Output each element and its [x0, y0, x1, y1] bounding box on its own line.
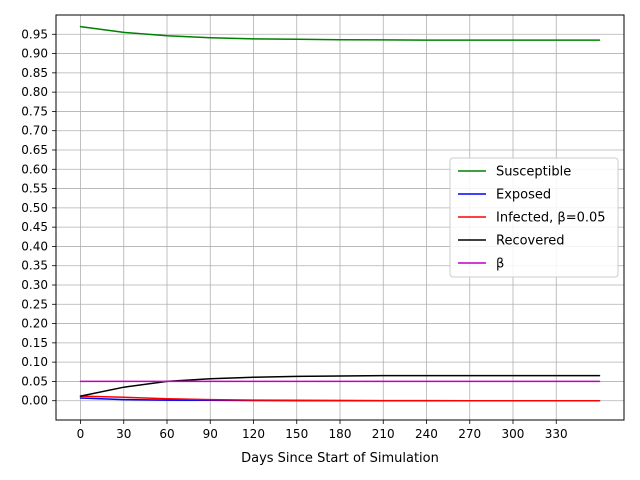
- x-tick-label: 30: [116, 427, 131, 441]
- x-tick-label: 240: [415, 427, 438, 441]
- x-tick-label: 330: [545, 427, 568, 441]
- y-tick-label: 0.95: [21, 27, 48, 41]
- legend-entry: Recovered: [496, 234, 565, 249]
- y-tick-label: 0.35: [21, 259, 48, 273]
- y-tick-label: 0.30: [21, 278, 48, 292]
- y-tick-label: 0.75: [21, 104, 48, 118]
- y-tick-label: 0.60: [21, 162, 48, 176]
- y-tick-label: 0.70: [21, 124, 48, 138]
- y-tick-label: 0.25: [21, 297, 48, 311]
- y-tick-label: 0.15: [21, 336, 48, 350]
- y-tick-label: 0.45: [21, 220, 48, 234]
- x-tick-label: 300: [502, 427, 525, 441]
- legend-entry: Infected, β=0.05: [496, 211, 606, 226]
- y-tick-label: 0.55: [21, 182, 48, 196]
- series-lines: [79, 25, 601, 402]
- series-line: [79, 395, 601, 402]
- x-tick-label: 150: [285, 427, 308, 441]
- legend-entry: β: [496, 257, 504, 272]
- y-tick-label: 0.10: [21, 355, 48, 369]
- x-axis-label: Days Since Start of Simulation: [241, 451, 439, 466]
- x-tick-label: 270: [458, 427, 481, 441]
- y-axis-ticks: 0.00 0.05 0.10 0.15 0.20 0.25 0.30 0.35 0.40 0.45…: [21, 27, 56, 408]
- y-tick-label: 0.40: [21, 239, 48, 253]
- y-tick-label: 0.65: [21, 143, 48, 157]
- x-tick-label: 90: [203, 427, 218, 441]
- legend-box: [449, 157, 619, 278]
- y-tick-label: 0.20: [21, 317, 48, 331]
- y-tick-label: 0.50: [21, 201, 48, 215]
- x-tick-label: 210: [372, 427, 395, 441]
- x-axis-ticks: 0 30 60 90 120 150 180 210 240 270 300 330: [77, 420, 568, 441]
- legend-entry: Susceptible: [496, 165, 571, 180]
- legend-entry: Exposed: [496, 188, 551, 203]
- y-tick-label: 0.00: [21, 394, 48, 408]
- x-tick-label: 0: [77, 427, 85, 441]
- x-tick-label: 120: [242, 427, 265, 441]
- y-tick-label: 0.85: [21, 66, 48, 80]
- x-tick-label: 180: [329, 427, 352, 441]
- series-line: [79, 25, 601, 41]
- y-tick-label: 0.80: [21, 85, 48, 99]
- y-tick-label: 0.05: [21, 374, 48, 388]
- legend: Susceptible Exposed Infected, β=0.05 Recove…: [449, 157, 619, 278]
- y-tick-label: 0.90: [21, 47, 48, 61]
- x-tick-label: 60: [159, 427, 174, 441]
